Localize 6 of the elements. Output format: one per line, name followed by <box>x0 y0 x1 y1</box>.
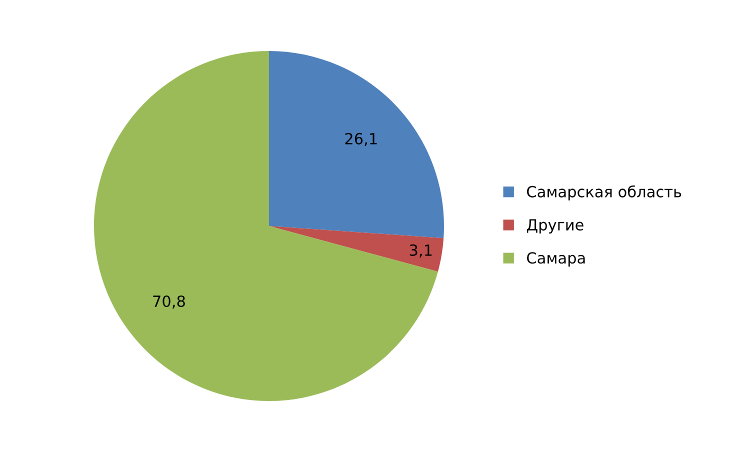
legend-label: Самара <box>527 252 585 267</box>
data-label: 70,8 <box>153 295 185 309</box>
legend-label: Самарская область <box>527 185 682 200</box>
legend-label: Другие <box>526 219 584 234</box>
data-label: 3,1 <box>410 244 432 258</box>
data-label: 26,1 <box>345 132 377 146</box>
